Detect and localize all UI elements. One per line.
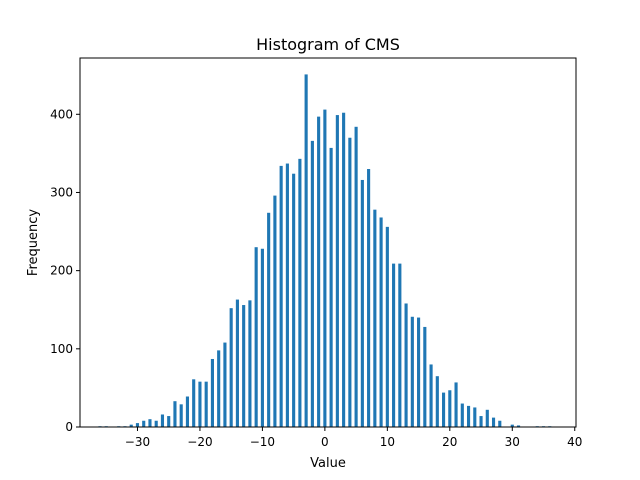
histogram-bar bbox=[442, 392, 446, 427]
plot-frame bbox=[79, 57, 577, 428]
histogram-bar bbox=[285, 163, 289, 427]
histogram-bar bbox=[423, 326, 427, 427]
histogram-bar bbox=[466, 405, 471, 427]
histogram-bar bbox=[129, 424, 133, 427]
x-axis-label: Value bbox=[310, 456, 346, 471]
histogram-bar bbox=[217, 350, 221, 427]
x-tick-label: 30 bbox=[505, 435, 520, 449]
histogram-bar bbox=[198, 381, 202, 427]
histogram-bar bbox=[210, 358, 214, 427]
histogram-bar bbox=[273, 195, 277, 427]
x-tick-label: −20 bbox=[187, 435, 212, 449]
y-tick-label: 200 bbox=[50, 264, 73, 278]
histogram-bar bbox=[335, 115, 339, 427]
histogram-bar bbox=[204, 381, 208, 427]
histogram-bar bbox=[135, 423, 140, 427]
histogram-bar bbox=[154, 420, 158, 427]
histogram-bar bbox=[348, 137, 352, 428]
histogram-bar bbox=[435, 376, 439, 427]
y-tick-label: 0 bbox=[65, 420, 73, 434]
histogram-bar bbox=[491, 417, 496, 427]
histogram-bar bbox=[298, 158, 302, 427]
x-tick-label: −10 bbox=[250, 435, 275, 449]
x-tick-label: 0 bbox=[321, 435, 329, 449]
y-tick-label: 100 bbox=[50, 342, 73, 356]
histogram-bar bbox=[479, 416, 483, 427]
y-tick-label: 300 bbox=[50, 185, 73, 199]
histogram-bar bbox=[410, 316, 414, 427]
histogram-bar bbox=[473, 407, 477, 427]
x-tick-label: −30 bbox=[125, 435, 150, 449]
histogram-bar bbox=[398, 263, 402, 427]
histogram-bar bbox=[516, 425, 521, 427]
histogram-bar bbox=[417, 317, 421, 427]
histogram-bar bbox=[167, 416, 171, 427]
histogram-bar bbox=[460, 403, 464, 427]
y-tick-label: 400 bbox=[50, 107, 73, 121]
histogram-bar bbox=[242, 305, 246, 427]
histogram-bar bbox=[185, 396, 190, 427]
histogram-bar bbox=[292, 173, 296, 427]
histogram-bar bbox=[342, 112, 346, 427]
histogram-bar bbox=[148, 419, 152, 427]
histogram-bar bbox=[354, 126, 358, 428]
histogram-bar bbox=[248, 300, 252, 427]
chart-title: Histogram of CMS bbox=[256, 35, 400, 54]
histogram-bar bbox=[179, 404, 183, 427]
histogram-bar bbox=[498, 420, 502, 427]
histogram-bar bbox=[510, 424, 514, 427]
histogram-bar bbox=[229, 308, 233, 427]
histogram-bar bbox=[310, 140, 314, 427]
bars-group bbox=[98, 74, 552, 428]
histogram-bar bbox=[429, 364, 433, 427]
histogram-bar bbox=[485, 409, 489, 427]
x-tick-label: 20 bbox=[442, 435, 457, 449]
histogram-bar bbox=[267, 212, 271, 427]
histogram-bar bbox=[404, 303, 408, 427]
histogram-bar bbox=[279, 165, 283, 427]
histogram-bar bbox=[392, 263, 396, 427]
x-tick-label: 40 bbox=[567, 435, 582, 449]
histogram-bar bbox=[304, 74, 308, 428]
histogram-bar bbox=[173, 401, 177, 427]
y-axis-ticks: 0 100 200 300 400 bbox=[50, 107, 80, 434]
histogram-bar bbox=[367, 169, 371, 428]
histogram-bar bbox=[142, 420, 146, 427]
histogram-bar bbox=[260, 248, 264, 427]
histogram-bar bbox=[192, 379, 196, 427]
histogram-bar bbox=[360, 179, 364, 427]
histogram-bar bbox=[373, 209, 377, 427]
x-tick-label: 10 bbox=[380, 435, 395, 449]
histogram-bar bbox=[379, 217, 383, 427]
histogram-bar bbox=[317, 116, 321, 427]
x-axis-ticks: −30 −20 −10 0 10 20 30 40 bbox=[125, 427, 582, 449]
histogram-bar bbox=[223, 342, 227, 427]
histogram-bar bbox=[385, 226, 389, 427]
histogram-bar bbox=[235, 299, 239, 427]
histogram-bar bbox=[254, 247, 258, 427]
histogram-bar bbox=[329, 147, 333, 427]
y-axis-label: Frequency bbox=[26, 209, 41, 276]
histogram-bar bbox=[160, 414, 165, 427]
histogram-bar bbox=[454, 382, 458, 427]
histogram-bar bbox=[323, 109, 327, 427]
histogram-bar bbox=[448, 390, 452, 427]
